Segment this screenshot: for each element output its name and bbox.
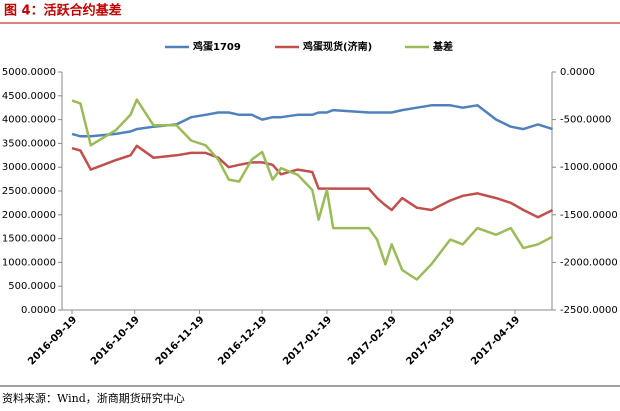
chart-title: 图 4：活跃合约基差 — [4, 3, 122, 19]
y-tick-label: 1500.0000 — [2, 234, 56, 245]
x-tick-label: 2017-02-19 — [346, 314, 399, 367]
x-tick-label: 2017-03-19 — [404, 314, 457, 367]
y-tick-label: 3000.0000 — [2, 162, 56, 173]
y2-tick-label: 0.0000 — [560, 67, 595, 78]
y-tick-label: 1000.0000 — [2, 257, 56, 268]
legend-label: 基差 — [432, 40, 453, 53]
y-tick-label: 2000.0000 — [2, 210, 56, 221]
y2-tick-label: -1000.0000 — [560, 162, 618, 173]
series-line — [71, 144, 554, 219]
y2-tick-label: -500.0000 — [560, 115, 611, 126]
y-tick-label: 4500.0000 — [2, 91, 56, 102]
y-tick-label: 4000.0000 — [2, 115, 56, 126]
x-tick-label: 2016-10-19 — [89, 314, 142, 367]
series-line — [71, 104, 553, 138]
y-tick-label: 500.0000 — [8, 281, 56, 292]
y2-tick-label: -2000.0000 — [560, 257, 618, 268]
x-tick-label: 2017-04-19 — [469, 314, 522, 367]
x-tick-label: 2016-11-19 — [154, 314, 207, 367]
x-tick-label: 2016-12-19 — [216, 314, 269, 367]
source-note: 资料来源：Wind，浙商期货研究中心 — [2, 391, 185, 405]
y2-tick-label: -2500.0000 — [560, 305, 618, 316]
legend-label: 鸡蛋1709 — [192, 40, 241, 53]
series-line — [71, 98, 554, 281]
y-tick-label: 3500.0000 — [2, 138, 56, 149]
x-tick-label: 2017-01-19 — [281, 314, 334, 367]
x-tick-label: 2016-09-19 — [26, 314, 79, 367]
y-tick-label: 0.0000 — [21, 305, 56, 316]
legend-label: 鸡蛋现货(济南) — [302, 40, 372, 53]
y-tick-label: 2500.0000 — [2, 186, 56, 197]
y2-tick-label: -1500.0000 — [560, 210, 618, 221]
y-tick-label: 5000.0000 — [2, 67, 56, 78]
